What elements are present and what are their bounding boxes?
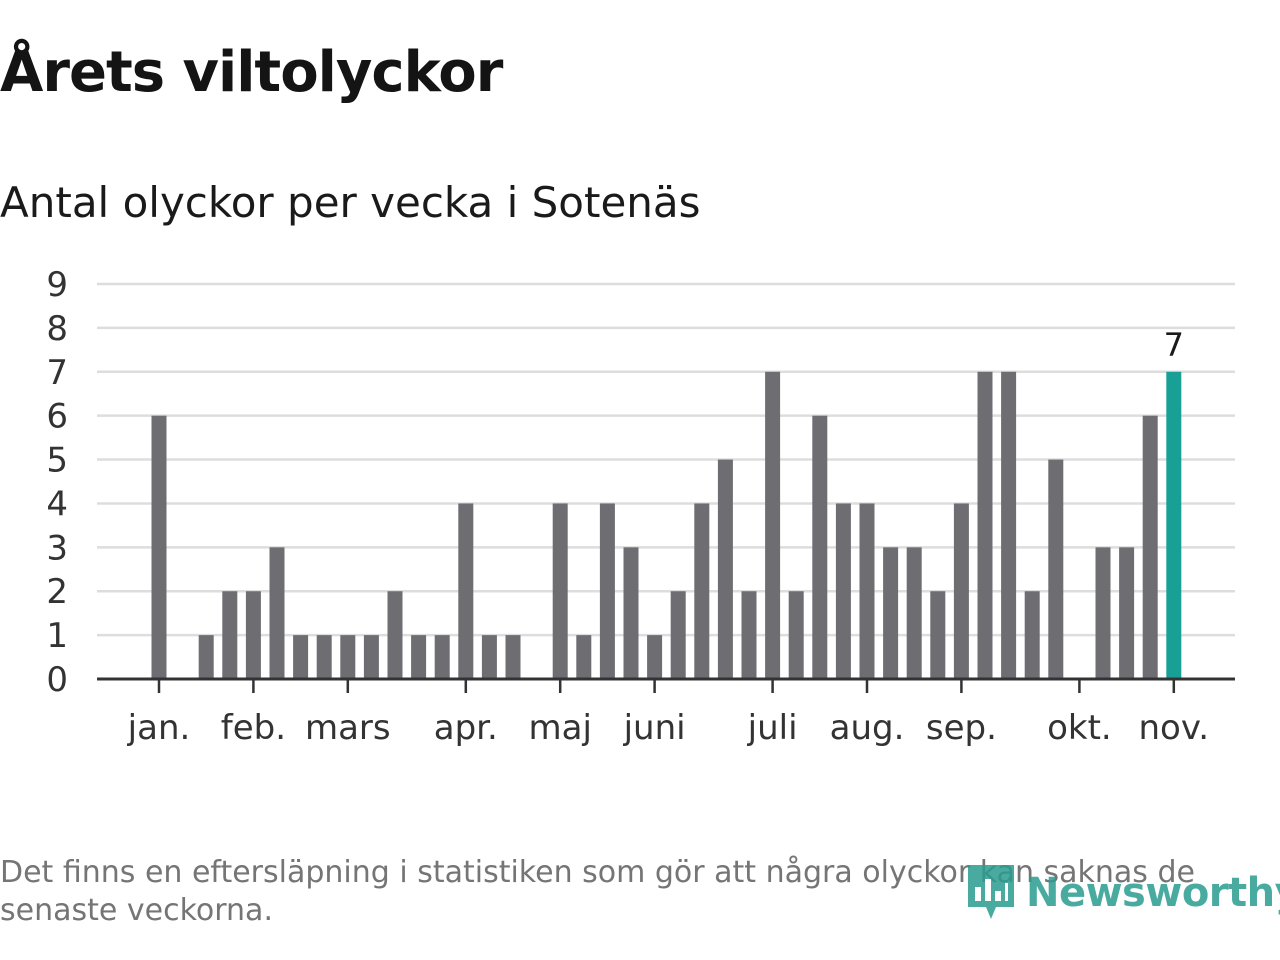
bar	[434, 635, 450, 679]
y-tick-label: 8	[46, 309, 68, 349]
x-tick-label: apr.	[434, 708, 498, 748]
bar	[765, 371, 781, 679]
y-tick-label: 7	[46, 353, 68, 393]
bar	[599, 503, 615, 679]
bar	[717, 459, 733, 679]
x-tick-label: aug.	[830, 708, 905, 748]
y-tick-label: 2	[46, 572, 68, 612]
x-tick-label: juli	[747, 708, 798, 748]
bar	[741, 591, 757, 679]
y-tick-label: 5	[46, 441, 68, 481]
bar	[293, 635, 309, 679]
bar	[222, 591, 238, 679]
bar	[694, 503, 710, 679]
x-tick-label: sep.	[926, 708, 997, 748]
bar	[623, 547, 639, 679]
bars	[151, 371, 1182, 679]
x-tick-label: feb.	[221, 708, 286, 748]
bar	[977, 371, 993, 679]
bar	[788, 591, 804, 679]
bar-highlight	[1166, 371, 1182, 679]
y-tick-label: 9	[46, 265, 68, 305]
bar	[505, 635, 521, 679]
x-tick-label: juni	[623, 708, 686, 748]
x-axis-ticks: jan. feb. mars apr. maj juni juli aug. sep. okt. n…	[127, 679, 1209, 748]
y-tick-label: 3	[46, 528, 68, 568]
y-tick-label: 0	[46, 660, 68, 700]
bar	[316, 635, 332, 679]
bar	[906, 547, 922, 679]
chart-title: Årets viltolyckor	[0, 40, 503, 105]
bar	[340, 635, 356, 679]
bar	[670, 591, 686, 679]
x-tick-label: nov.	[1138, 708, 1209, 748]
x-tick-label: mars	[305, 708, 391, 748]
bar	[812, 415, 828, 679]
annotations: 7	[1164, 326, 1184, 364]
bar	[481, 635, 497, 679]
highlight-value-label: 7	[1164, 326, 1184, 364]
bar	[953, 503, 969, 679]
bar	[883, 547, 899, 679]
x-tick-label: jan.	[127, 708, 191, 748]
bar	[269, 547, 285, 679]
bar	[151, 415, 167, 679]
x-tick-label: okt.	[1047, 708, 1112, 748]
y-tick-label: 1	[46, 616, 68, 656]
newsworthy-logo: Newsworthy	[964, 858, 1280, 928]
bar	[1119, 547, 1135, 679]
newsworthy-logo-text: Newsworthy	[1026, 870, 1280, 916]
bar	[1095, 547, 1111, 679]
bar	[1142, 415, 1158, 679]
bar	[647, 635, 663, 679]
newsworthy-logo-icon	[968, 865, 1014, 919]
y-tick-label: 6	[46, 397, 68, 437]
bar	[859, 503, 875, 679]
bar	[1048, 459, 1064, 679]
bar	[576, 635, 592, 679]
bar	[245, 591, 261, 679]
bar	[552, 503, 568, 679]
bar	[458, 503, 474, 679]
bar	[835, 503, 851, 679]
x-tick-label: maj	[528, 708, 591, 748]
bar	[198, 635, 214, 679]
bar	[387, 591, 403, 679]
bar	[1001, 371, 1017, 679]
gridlines	[97, 282, 1235, 637]
bar	[1024, 591, 1040, 679]
bar	[363, 635, 379, 679]
y-tick-label: 4	[46, 484, 68, 524]
chart-subtitle: Antal olyckor per vecka i Sotenäs	[0, 178, 701, 227]
bar	[411, 635, 427, 679]
bar	[930, 591, 946, 679]
